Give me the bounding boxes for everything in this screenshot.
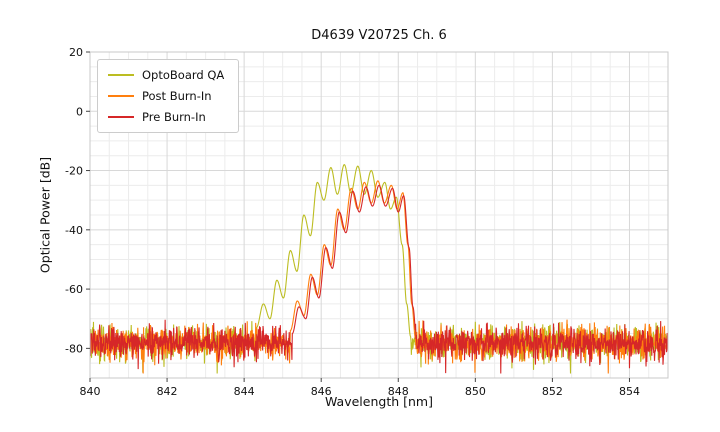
legend-label: Post Burn-In [142, 89, 212, 103]
legend-label: OptoBoard QA [142, 68, 225, 82]
x-tick-label: 840 [80, 385, 101, 398]
y-tick-label: -20 [65, 165, 83, 178]
legend-item-pre-burn-in: Pre Burn-In [108, 110, 224, 124]
legend-item-post-burn-in: Post Burn-In [108, 89, 224, 103]
x-tick-label: 852 [542, 385, 563, 398]
trace-pre-burn-in [90, 184, 668, 374]
legend-line-swatch [108, 95, 134, 97]
legend-line-swatch [108, 74, 134, 76]
y-tick-label: -80 [65, 342, 83, 355]
y-tick-label: 0 [76, 105, 83, 118]
legend-item-optoboard-qa: OptoBoard QA [108, 68, 224, 82]
legend: OptoBoard QA Post Burn-In Pre Burn-In [97, 59, 240, 133]
y-tick-label: -60 [65, 283, 83, 296]
x-tick-label: 848 [388, 385, 409, 398]
plot-frame [89, 51, 669, 379]
x-axis-label: Wavelength [nm] [325, 394, 433, 409]
y-axis-label: Optical Power [dB] [37, 156, 53, 274]
legend-line-swatch [108, 116, 134, 118]
x-tick-label: 844 [234, 385, 255, 398]
x-tick-label: 854 [619, 385, 640, 398]
x-tick-label: 850 [465, 385, 486, 398]
x-tick-label: 846 [311, 385, 332, 398]
legend-label: Pre Burn-In [142, 110, 206, 124]
y-tick-label: -40 [65, 224, 83, 237]
y-tick-label: 20 [69, 46, 83, 59]
x-tick-label: 842 [157, 385, 178, 398]
chart-title: D4639 V20725 Ch. 6 [311, 28, 447, 43]
